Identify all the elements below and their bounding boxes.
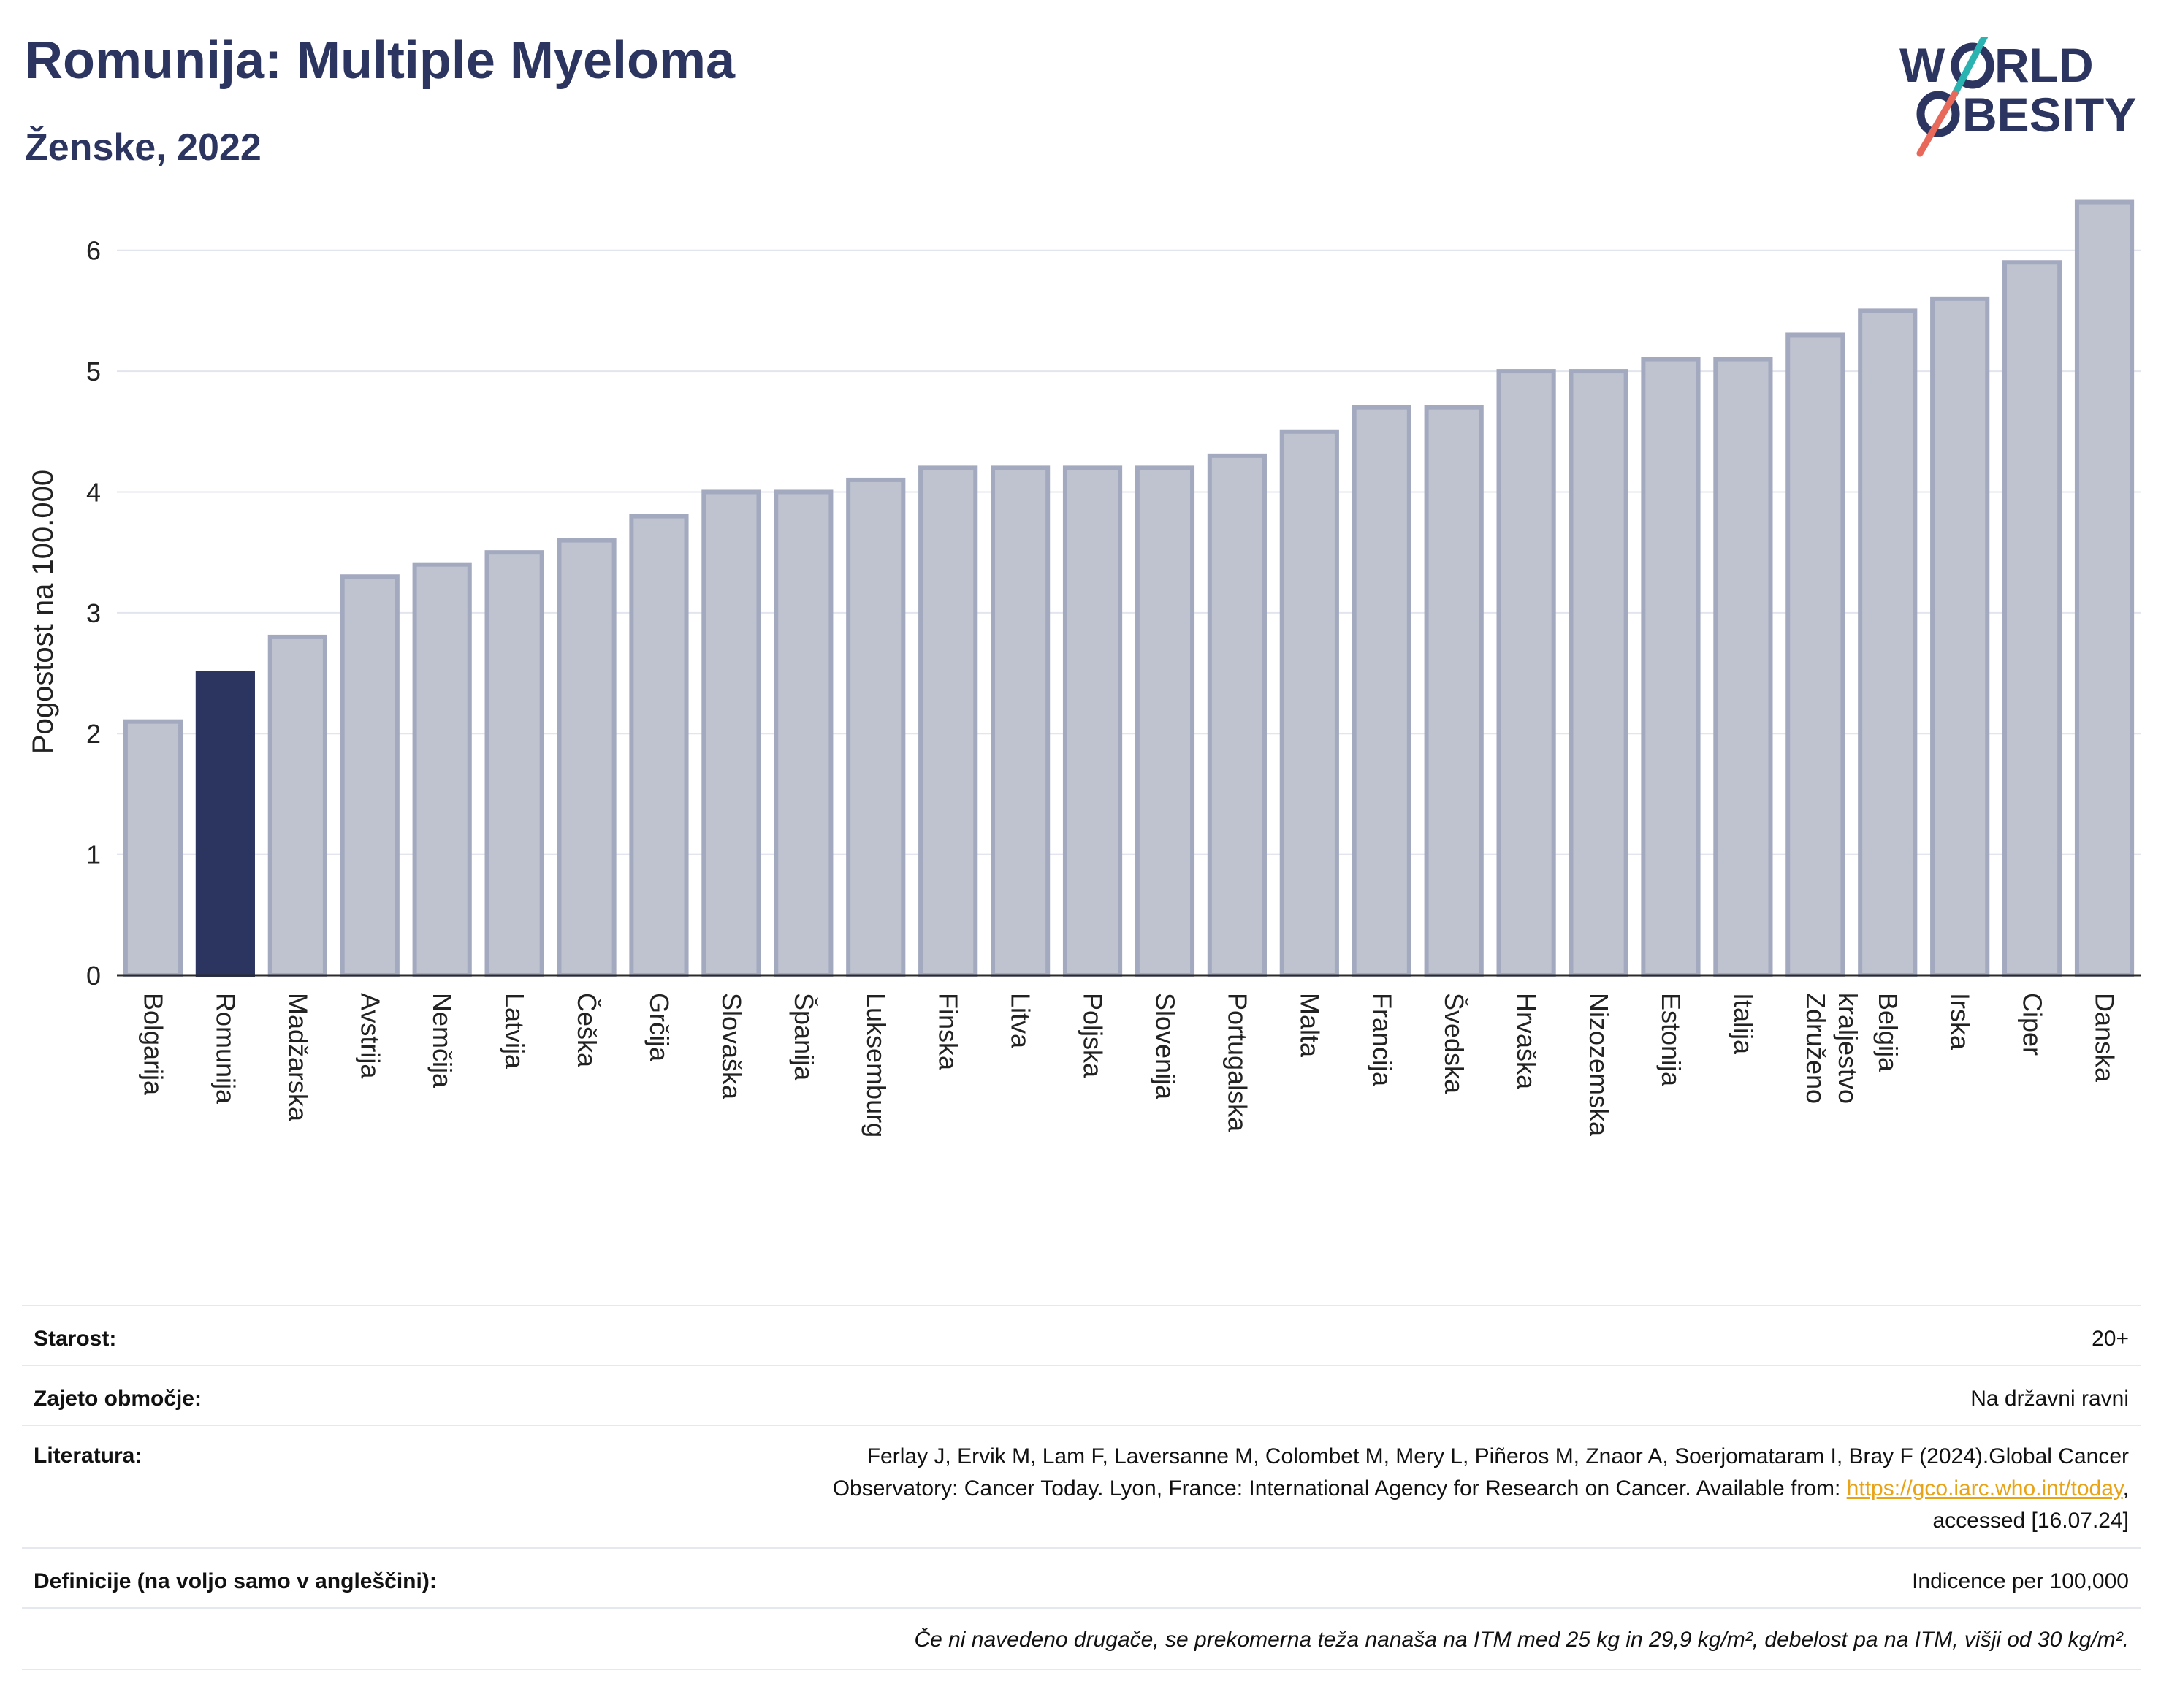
y-tick-label: 5 (86, 357, 101, 386)
bar-francija (1352, 405, 1411, 977)
page-subtitle: Ženske, 2022 (25, 126, 262, 169)
svg-text:RLD: RLD (1994, 38, 2094, 92)
bar-španija (774, 489, 834, 977)
bar-češka (557, 538, 617, 977)
bar-avstrija (340, 574, 400, 977)
logo-teal-slash (1951, 23, 1994, 97)
x-tick-label: Bolgarija (138, 993, 168, 1096)
bar-latvija (484, 550, 544, 977)
literature-line-1: Ferlay J, Ervik M, Lam F, Laversanne M, … (866, 1444, 2129, 1468)
x-tick-label: Portugalska (1222, 993, 1252, 1132)
bar-finska (918, 465, 978, 977)
literature-label: Literatura: (34, 1444, 142, 1468)
x-tick-label: Poljska (1078, 993, 1108, 1078)
y-tick-label: 4 (86, 477, 101, 507)
footnote: Če ni navedeno drugače, se prekomerna te… (914, 1628, 2129, 1652)
bar-irska (1930, 296, 1990, 978)
bar-združeno-kraljestvo (1785, 332, 1845, 977)
x-tick-label: Avstrija (355, 993, 385, 1079)
y-tick-label: 1 (86, 840, 101, 870)
literature-line-2-text: Observatory: Cancer Today. Lyon, France:… (832, 1476, 1847, 1501)
x-tick-label: Slovenija (1150, 993, 1180, 1100)
bar-portugalska (1207, 453, 1267, 977)
x-tick-label: Češka (572, 993, 602, 1068)
x-tick-label: Irska (1945, 993, 1975, 1051)
y-tick-label: 0 (86, 961, 101, 991)
info-row-footnote: Če ni navedeno drugače, se prekomerna te… (22, 1607, 2141, 1670)
bar-slovenija (1135, 465, 1195, 977)
bar-romunija (195, 671, 255, 977)
bar-litva (991, 465, 1051, 977)
bar-poljska (1062, 465, 1123, 977)
bar-luksemburg (846, 477, 906, 977)
x-tick-label: Danska (2090, 993, 2120, 1083)
y-tick-label: 3 (86, 598, 101, 628)
bar-malta (1279, 429, 1339, 977)
definitions-value: Indicence per 100,000 (1912, 1569, 2129, 1593)
y-tick-label: 2 (86, 719, 101, 749)
y-axis-label: Pogostost na 100.000 (27, 470, 59, 754)
x-tick-label: Luksemburg (861, 993, 891, 1137)
chart-bars (123, 199, 2135, 978)
bar-belgija (1858, 308, 1918, 977)
x-tick-label: Ciper (2018, 993, 2048, 1056)
x-tick-label: Francija (1367, 993, 1397, 1087)
bar-nizozemska (1569, 369, 1628, 978)
svg-text:BESITY: BESITY (1962, 88, 2136, 142)
coverage-value: Na državni ravni (1970, 1387, 2129, 1411)
x-tick-label: Madžarska (283, 993, 313, 1122)
bar-nemčija (412, 562, 472, 977)
x-tick-label: Finska (934, 993, 964, 1071)
bar-madžarska (267, 634, 327, 978)
logo-red-slash (1916, 90, 1959, 157)
x-axis-labels: Bolgarija Romunija Madžarska Avstrija Nemčij… (138, 993, 2119, 1137)
x-tick-label: Litva (1006, 993, 1036, 1049)
definitions-label: Definicije (na voljo samo v angleščini): (34, 1569, 437, 1593)
logo-graphic: W RLD BESITY (1899, 23, 2136, 157)
x-tick-label: Belgija (1873, 993, 1903, 1072)
literature-line-3: accessed [16.07.24] (1932, 1509, 2129, 1533)
bar-chart: 0 1 2 3 4 5 6 Bolgarija Romunija Madžarska Avstri… (27, 199, 2141, 1137)
y-axis-ticks: 0 1 2 3 4 5 6 (86, 236, 101, 991)
x-tick-label: Estonija (1656, 993, 1686, 1087)
x-tick-label: Slovaška (717, 993, 747, 1100)
x-tick-label: Malta (1295, 993, 1325, 1058)
age-label: Starost: (34, 1327, 117, 1351)
x-tick-label: Grčija (644, 993, 674, 1062)
x-tick-label: Nemčija (427, 993, 457, 1089)
x-tick-label: Hrvaška (1512, 993, 1541, 1090)
info-row-definitions: Definicije (na voljo samo v angleščini):… (22, 1547, 2141, 1609)
x-tick-label: Latvija (500, 993, 530, 1070)
bar-estonija (1641, 357, 1701, 977)
x-tick-label: Združenokraljestvo (1801, 993, 1863, 1104)
info-row-literature: Literatura: Ferlay J, Ervik M, Lam F, La… (22, 1425, 2141, 1549)
y-tick-label: 6 (86, 236, 101, 266)
svg-text:W: W (1899, 38, 1945, 92)
coverage-label: Zajeto območje: (34, 1387, 202, 1411)
bar-švedska (1424, 405, 1484, 977)
bar-grčija (629, 514, 689, 977)
age-value: 20+ (2092, 1327, 2129, 1351)
world-obesity-logo: W RLD BESITY (1899, 23, 2141, 161)
literature-value: Ferlay J, Ervik M, Lam F, Laversanne M, … (595, 1441, 2129, 1537)
literature-link[interactable]: https://gco.iarc.who.int/today (1846, 1476, 2123, 1501)
x-tick-label: Španija (789, 993, 819, 1081)
bar-bolgarija (123, 719, 183, 977)
literature-line-2-end: , (2122, 1476, 2129, 1501)
info-row-coverage: Zajeto območje: Na državni ravni (22, 1365, 2141, 1426)
x-tick-label: Romunija (210, 993, 240, 1105)
bar-italija (1713, 357, 1773, 977)
page-title: Romunija: Multiple Myeloma (25, 31, 736, 90)
literature-line-2: Observatory: Cancer Today. Lyon, France:… (595, 1473, 2129, 1505)
bar-hrvaška (1496, 369, 1556, 978)
x-tick-label: Nizozemska (1584, 993, 1614, 1137)
x-tick-label: Italija (1729, 993, 1758, 1055)
bar-slovaška (701, 489, 761, 977)
bar-danska (2074, 199, 2135, 977)
bar-ciper (2002, 260, 2062, 977)
info-row-age: Starost: 20+ (22, 1305, 2141, 1366)
x-tick-label: Švedska (1439, 993, 1469, 1094)
